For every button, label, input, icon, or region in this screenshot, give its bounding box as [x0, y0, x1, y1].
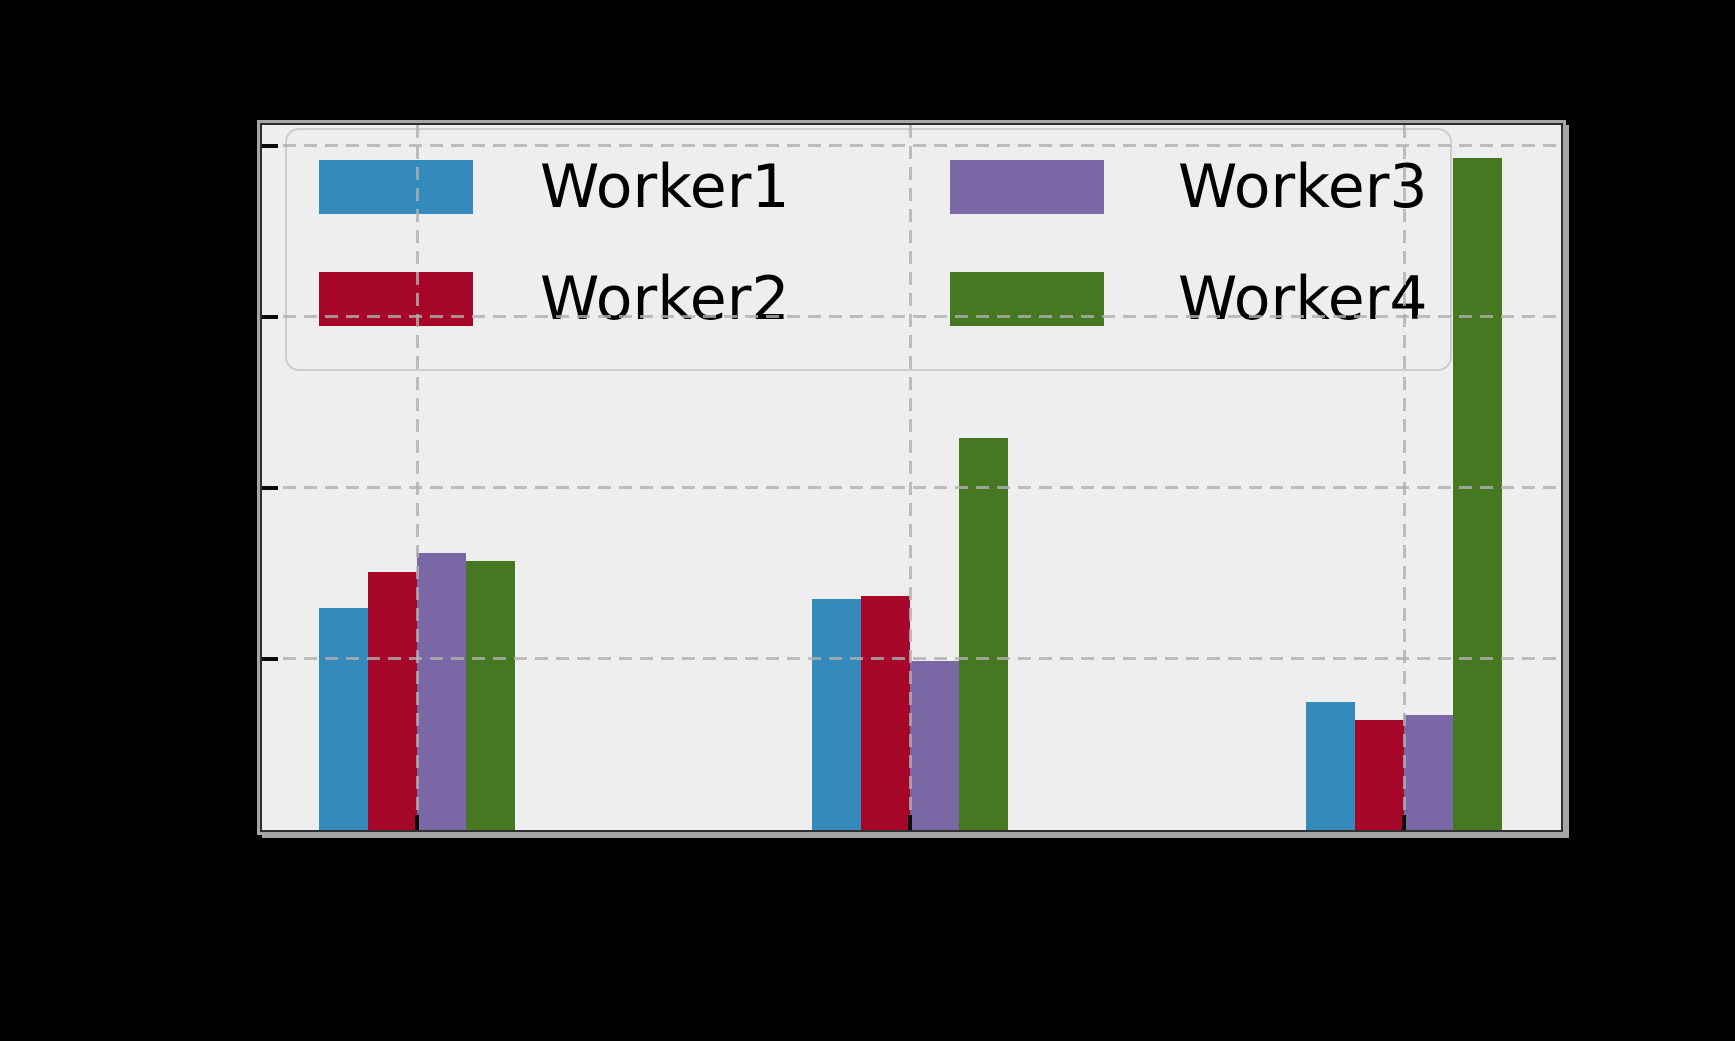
bar-worker3-group1 [416, 553, 466, 830]
legend-label-worker4: Worker4 [1178, 264, 1428, 334]
legend-label-worker1: Worker1 [540, 152, 790, 222]
legend: Worker1 Worker2 Worker3 Worker4 [285, 128, 1452, 371]
bar-worker4-group1 [465, 561, 515, 830]
bar-worker1-group1 [318, 608, 368, 830]
bar-worker2-group1 [367, 572, 417, 830]
plot-area: Worker1 Worker2 Worker3 Worker4 [257, 120, 1566, 835]
bar-worker3-group3 [1403, 715, 1453, 830]
bar-worker3-group2 [910, 661, 960, 830]
bar-worker2-group3 [1354, 720, 1404, 830]
legend-label-worker2: Worker2 [540, 264, 790, 334]
legend-swatch-worker2 [319, 272, 473, 326]
legend-label-worker3: Worker3 [1178, 152, 1428, 222]
legend-swatch-worker1 [319, 160, 473, 214]
bar-worker1-group2 [812, 599, 862, 830]
legend-swatch-worker4 [950, 272, 1104, 326]
bars-layer [262, 125, 1561, 830]
legend-swatch-worker3 [950, 160, 1104, 214]
bar-worker1-group3 [1305, 702, 1355, 830]
bar-worker2-group2 [861, 596, 911, 830]
bar-worker4-group2 [959, 438, 1009, 830]
bar-worker4-group3 [1452, 158, 1502, 830]
